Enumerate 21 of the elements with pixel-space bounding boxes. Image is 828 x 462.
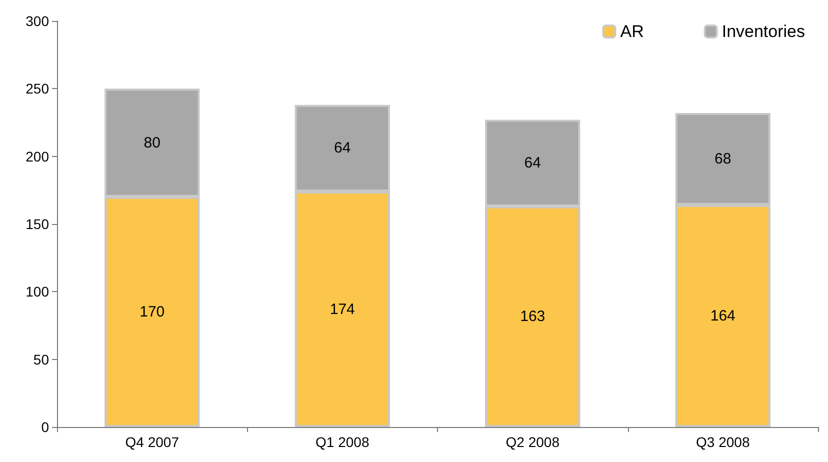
data-label: 64 [334, 140, 351, 157]
y-tick-label: 300 [26, 13, 50, 29]
legend-label: AR [620, 22, 644, 41]
data-label: 174 [330, 300, 355, 318]
x-tick-label: Q3 2008 [696, 434, 750, 450]
y-tick-label: 250 [26, 80, 50, 97]
y-tick-label: 50 [33, 351, 50, 368]
data-label: 163 [520, 308, 546, 326]
data-label: 68 [714, 150, 732, 168]
data-label: 164 [710, 308, 736, 325]
data-label: 80 [144, 134, 160, 152]
x-tick-label: Q1 2008 [316, 434, 370, 450]
x-tick-label: Q2 2008 [506, 434, 560, 450]
y-tick-label: 0 [41, 419, 50, 435]
y-tick-label: 100 [26, 284, 50, 300]
data-label: 64 [524, 154, 541, 172]
data-label: 170 [140, 303, 165, 320]
x-tick-label: Q4 2007 [125, 434, 180, 450]
y-tick-label: 200 [26, 148, 50, 164]
legend-label: Inventories [722, 22, 806, 41]
y-tick-label: 150 [26, 216, 50, 232]
